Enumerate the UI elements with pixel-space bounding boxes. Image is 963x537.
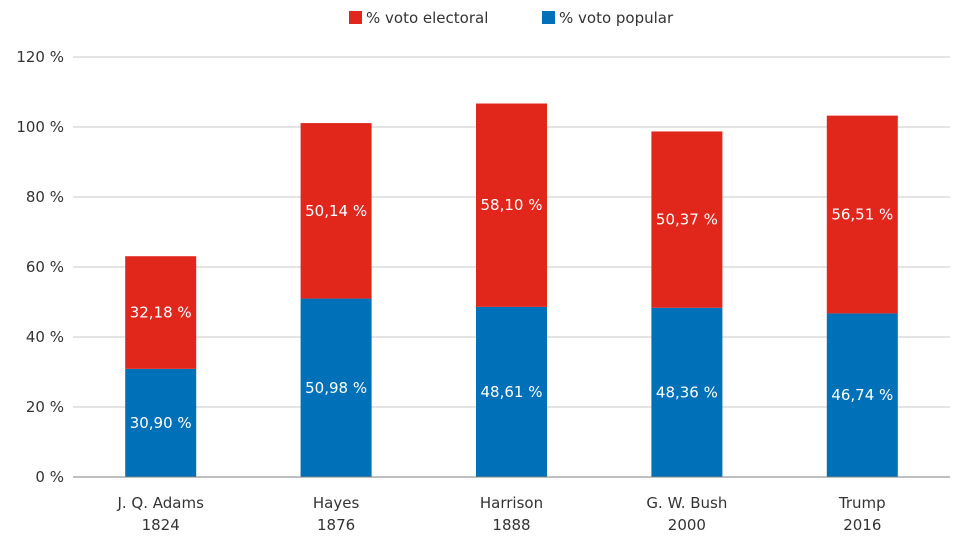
y-tick-label: 20 % — [26, 398, 64, 416]
bars: 30,90 % 32,18 % 50,98 % 50,14 % 48,61 % 58,10… — [125, 103, 898, 477]
data-label: 30,90 % — [130, 414, 192, 432]
legend-label: % voto popular — [559, 9, 674, 27]
bar-popular-vote — [476, 306, 547, 477]
y-axis-tick-labels: 0 % 20 % 40 % 60 % 80 % 100 % 120 % — [16, 48, 64, 486]
data-label: 50,37 % — [656, 211, 718, 229]
legend-swatch — [542, 11, 555, 24]
data-label: 56,51 % — [831, 206, 893, 224]
legend-swatch — [349, 11, 362, 24]
data-label: 50,14 % — [305, 202, 367, 220]
x-category-year: 2016 — [843, 516, 881, 534]
x-category-year: 1888 — [492, 516, 530, 534]
bar-electoral-vote — [826, 115, 898, 314]
x-category-label: J. Q. Adams — [116, 494, 204, 512]
y-tick-label: 0 % — [35, 468, 64, 486]
data-label: 58,10 % — [481, 196, 543, 214]
bar-electoral-vote — [300, 123, 372, 299]
y-tick-label: 40 % — [26, 328, 64, 346]
data-label: 46,74 % — [831, 386, 893, 404]
y-tick-label: 80 % — [26, 188, 64, 206]
x-category-label: G. W. Bush — [646, 494, 727, 512]
bar-electoral-vote — [125, 256, 197, 369]
data-label: 48,36 % — [656, 383, 718, 401]
x-category-year: 1876 — [317, 516, 355, 534]
y-tick-label: 120 % — [16, 48, 64, 66]
bar-popular-vote — [300, 298, 372, 477]
bar-popular-vote — [125, 368, 197, 477]
data-label: 32,18 % — [130, 304, 192, 322]
bar-popular-vote — [826, 313, 898, 477]
y-tick-label: 60 % — [26, 258, 64, 276]
bar-electoral-vote — [476, 103, 547, 307]
data-label: 50,98 % — [305, 379, 367, 397]
legend-label: % voto electoral — [366, 9, 488, 27]
x-axis: J. Q. Adams 1824 Hayes 1876 Harrison 1888 G. W… — [73, 476, 950, 534]
y-tick-label: 100 % — [16, 118, 64, 136]
bar-electoral-vote — [651, 131, 723, 308]
x-category-year: 2000 — [668, 516, 706, 534]
x-category-label: Trump — [838, 494, 886, 512]
data-label: 48,61 % — [481, 383, 543, 401]
x-category-label: Hayes — [313, 494, 360, 512]
legend: % voto electoral % voto popular — [349, 9, 674, 27]
x-category-year: 1824 — [142, 516, 180, 534]
bar-popular-vote — [651, 307, 723, 477]
x-category-label: Harrison — [480, 494, 543, 512]
